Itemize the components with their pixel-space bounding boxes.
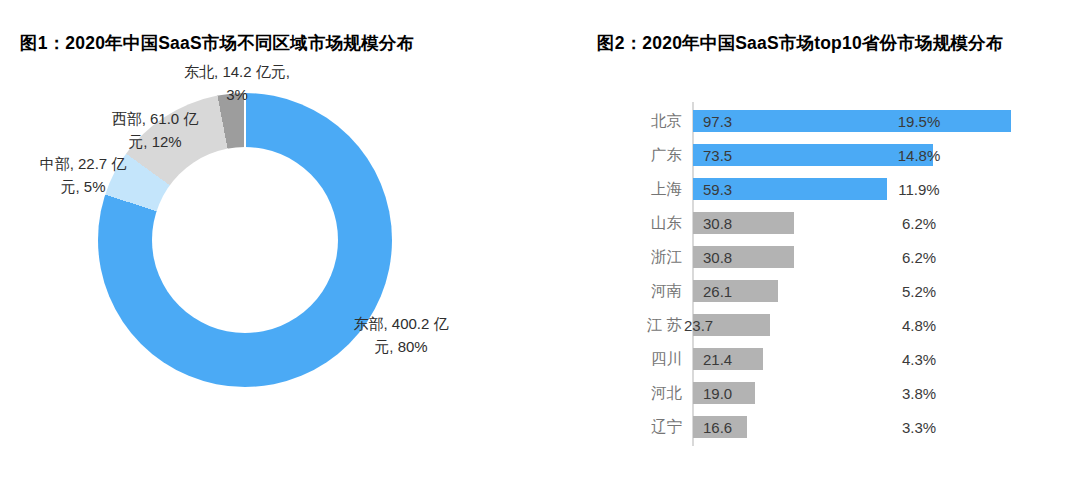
percent-label-四川: 4.3% xyxy=(874,348,964,370)
value-label-江苏: 23.7 xyxy=(684,314,713,336)
figure2-title: 图2：2020年中国SaaS市场top10省份市场规模分布 xyxy=(597,31,1003,55)
value-label-广东: 73.5 xyxy=(703,144,732,166)
value-label-浙江: 30.8 xyxy=(703,246,732,268)
value-label-北京: 97.3 xyxy=(703,110,732,132)
percent-label-河北: 3.8% xyxy=(874,382,964,404)
value-label-河南: 26.1 xyxy=(703,280,732,302)
percent-label-上海: 11.9% xyxy=(874,178,964,200)
percent-label-浙江: 6.2% xyxy=(874,246,964,268)
percent-label-江苏: 4.8% xyxy=(874,314,964,336)
value-label-河北: 19.0 xyxy=(703,382,732,404)
category-label-浙江: 浙江 xyxy=(540,246,682,268)
value-label-上海: 59.3 xyxy=(703,178,732,200)
percent-label-北京: 19.5% xyxy=(874,110,964,132)
category-label-四川: 四川 xyxy=(540,348,682,370)
category-label-北京: 北京 xyxy=(540,110,682,132)
percent-label-河南: 5.2% xyxy=(874,280,964,302)
value-label-山东: 30.8 xyxy=(703,212,732,234)
category-label-河北: 河北 xyxy=(540,382,682,404)
category-label-上海: 上海 xyxy=(540,178,682,200)
value-label-四川: 21.4 xyxy=(703,348,732,370)
figure2-province-bar-chart: 图2：2020年中国SaaS市场top10省份市场规模分布 北京 97.3 19.5… xyxy=(0,0,1080,478)
category-label-江苏: 江 苏 xyxy=(540,314,682,336)
report-figure-canvas: { "chart_data": [ { "type": "pie", "subt… xyxy=(0,0,1080,478)
category-label-广东: 广东 xyxy=(540,144,682,166)
category-label-辽宁: 辽宁 xyxy=(540,416,682,438)
percent-label-广东: 14.8% xyxy=(874,144,964,166)
percent-label-辽宁: 3.3% xyxy=(874,416,964,438)
value-label-辽宁: 16.6 xyxy=(703,416,732,438)
percent-label-山东: 6.2% xyxy=(874,212,964,234)
category-label-河南: 河南 xyxy=(540,280,682,302)
category-label-山东: 山东 xyxy=(540,212,682,234)
